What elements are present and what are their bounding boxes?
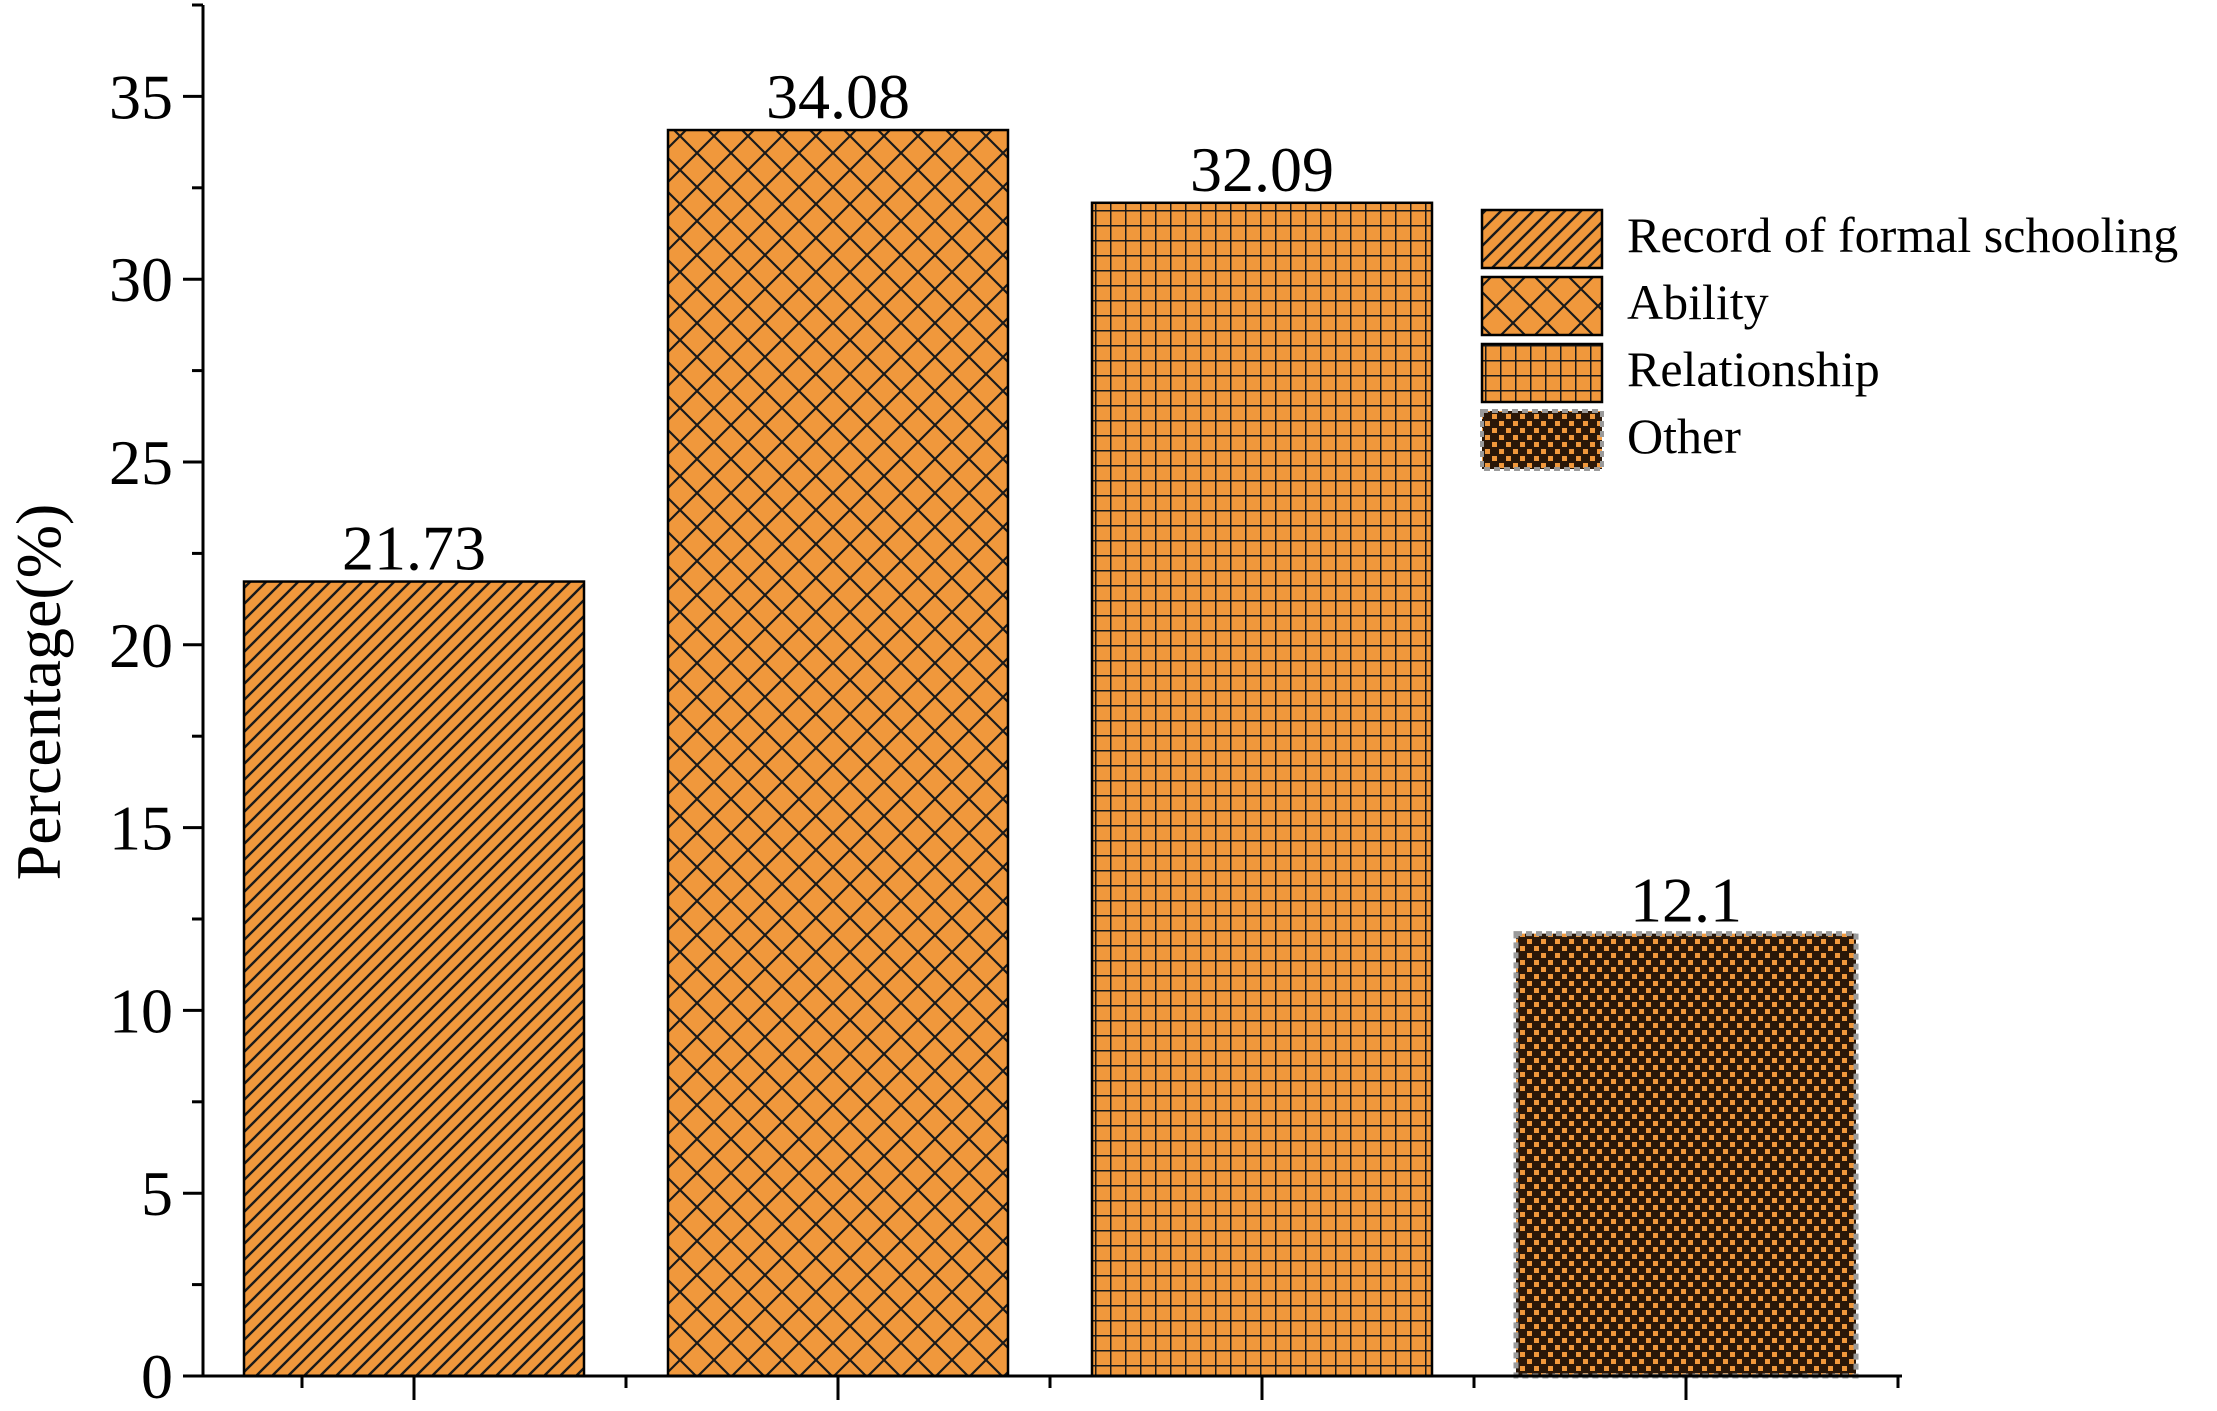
y-tick-label: 30 [109, 244, 173, 315]
legend-label: Relationship [1627, 341, 1880, 397]
bar-other [1513, 931, 1859, 1379]
bar-ability [666, 128, 1010, 1378]
data-label: 21.73 [342, 513, 486, 584]
data-label: 34.08 [766, 61, 910, 132]
legend: Record of formal schooling Ability Relatio… [1480, 207, 2178, 471]
y-tick-label: 5 [141, 1158, 173, 1229]
y-tick-label: 0 [141, 1341, 173, 1411]
y-tick-label: 35 [109, 61, 173, 132]
y-tick-label: 20 [109, 610, 173, 681]
legend-swatch [1480, 342, 1604, 404]
legend-swatch [1480, 208, 1604, 270]
data-label: 12.1 [1630, 865, 1742, 936]
y-tick-label: 15 [109, 793, 173, 864]
legend-label: Other [1627, 408, 1741, 464]
y-axis-title: Percentage(%) [3, 504, 74, 881]
y-tick-label: 10 [109, 975, 173, 1046]
bar-relationship [1090, 201, 1434, 1378]
legend-label: Record of formal schooling [1627, 207, 2178, 263]
legend-swatch [1480, 275, 1604, 337]
y-tick-label: 25 [109, 427, 173, 498]
data-label: 32.09 [1190, 134, 1334, 205]
legend-swatch [1480, 409, 1604, 471]
bar-record-of-formal-schooling [242, 580, 586, 1378]
y-axis-title-text: Percentage(%) [3, 504, 74, 881]
plot-area: 21.73 34.08 32.09 12.1 0 5 10 15 20 25 30 35 [109, 3, 1902, 1411]
legend-label: Ability [1627, 274, 1769, 330]
